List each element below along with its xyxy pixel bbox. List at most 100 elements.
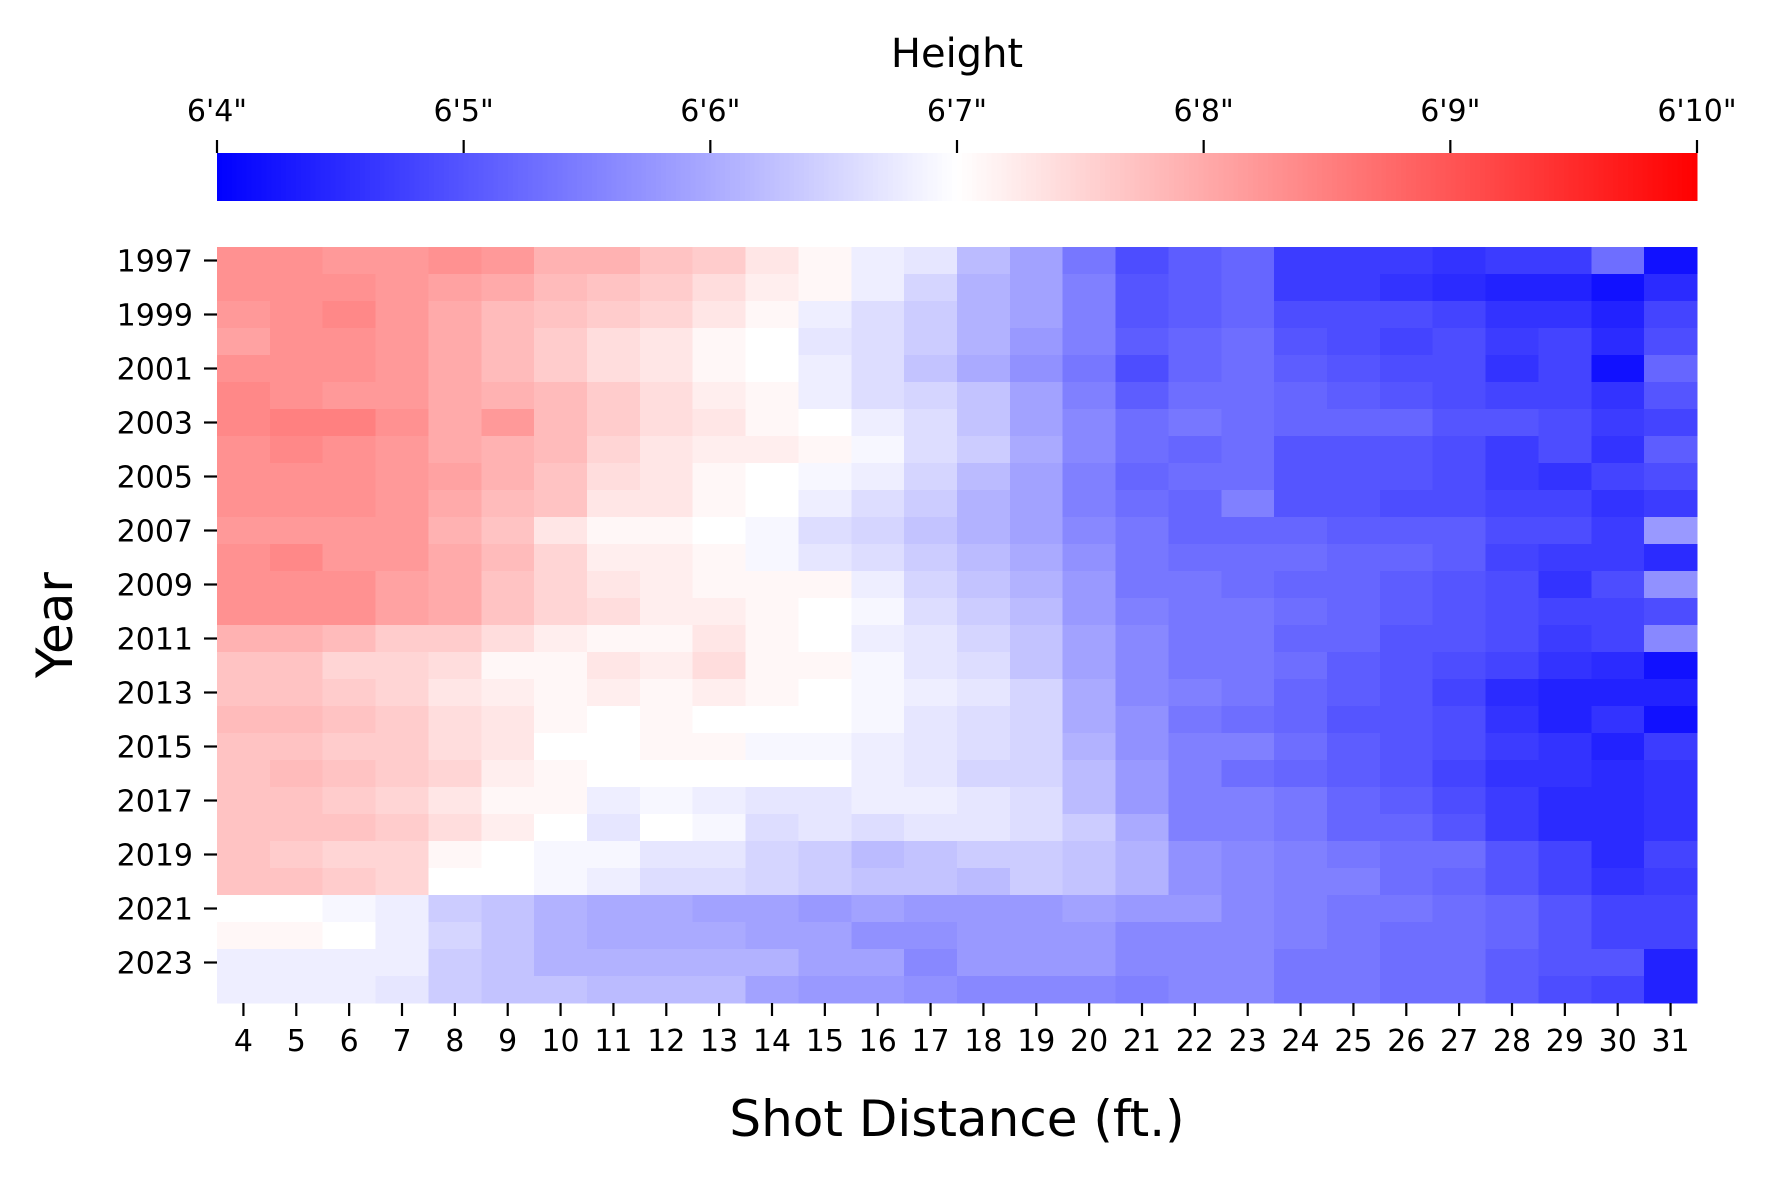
colorbar-segment	[1667, 153, 1673, 201]
colorbar-segment	[646, 153, 652, 201]
heatmap-cell	[1538, 760, 1591, 788]
colorbar-segment	[799, 153, 805, 201]
heatmap-cell	[217, 787, 270, 815]
colorbar-segment	[1066, 153, 1072, 201]
colorbar-segment	[1588, 153, 1594, 201]
colorbar-segment	[1011, 153, 1017, 201]
heatmap-cell	[1063, 679, 1116, 707]
heatmap-cell	[693, 949, 746, 977]
colorbar-segment	[839, 153, 845, 201]
heatmap-cell	[904, 598, 957, 626]
x-tick-label: 8	[445, 1024, 464, 1059]
heatmap-cell	[1486, 490, 1539, 518]
heatmap-cell	[217, 436, 270, 464]
heatmap-cell	[1274, 301, 1327, 329]
heatmap-cell	[1433, 490, 1486, 518]
heatmap-cell	[693, 895, 746, 923]
heatmap-cell	[957, 895, 1010, 923]
heatmap-cell	[640, 976, 693, 1004]
heatmap-cell	[1221, 625, 1274, 653]
heatmap-cell	[957, 814, 1010, 842]
colorbar-segment	[404, 153, 410, 201]
heatmap-cell	[746, 247, 799, 275]
heatmap-cell	[587, 733, 640, 761]
colorbar-segment	[1317, 153, 1323, 201]
colorbar-segment	[863, 153, 869, 201]
colorbar-segment	[1653, 153, 1659, 201]
heatmap-cell	[1274, 571, 1327, 599]
colorbar-segment	[1174, 153, 1180, 201]
heatmap-cell	[1433, 814, 1486, 842]
heatmap-cell	[693, 976, 746, 1004]
heatmap-cell	[270, 841, 323, 869]
heatmap-cell	[1010, 436, 1063, 464]
x-tick-label: 10	[541, 1024, 579, 1059]
heatmap-cell	[587, 922, 640, 950]
heatmap-cell	[1010, 652, 1063, 680]
y-tick-label: 1999	[117, 299, 193, 334]
heatmap-cell	[1116, 652, 1169, 680]
heatmap-cell	[481, 976, 534, 1004]
heatmap-cell	[481, 490, 534, 518]
heatmap-cell	[1644, 868, 1697, 896]
colorbar-segment	[321, 153, 327, 201]
heatmap-cell	[851, 490, 904, 518]
heatmap-cell	[1433, 841, 1486, 869]
colorbar-segment	[1100, 153, 1106, 201]
heatmap-cell	[376, 895, 429, 923]
heatmap-cell	[746, 571, 799, 599]
heatmap-cell	[1327, 355, 1380, 383]
heatmap-cell	[534, 733, 587, 761]
colorbar-segment	[523, 153, 529, 201]
heatmap-cell	[1168, 382, 1221, 410]
heatmap-cell	[481, 949, 534, 977]
x-tick-label: 31	[1651, 1024, 1689, 1059]
heatmap-cell	[746, 922, 799, 950]
colorbar-segment	[804, 153, 810, 201]
heatmap-cell	[1010, 247, 1063, 275]
heatmap-cell	[746, 733, 799, 761]
heatmap-cell	[1116, 247, 1169, 275]
colorbar-segment	[1416, 153, 1422, 201]
heatmap-cell	[1168, 949, 1221, 977]
colorbar-segment	[1539, 153, 1545, 201]
heatmap-cell	[746, 760, 799, 788]
heatmap-cell	[798, 760, 851, 788]
colorbar-segment	[1579, 153, 1585, 201]
heatmap-cell	[481, 922, 534, 950]
x-tick-label: 28	[1493, 1024, 1531, 1059]
heatmap-cell	[1116, 274, 1169, 302]
heatmap-cell	[481, 706, 534, 734]
heatmap-cell	[1063, 787, 1116, 815]
heatmap-cell	[746, 274, 799, 302]
heatmap-cell	[798, 868, 851, 896]
colorbar-segment	[1554, 153, 1560, 201]
heatmap-cell	[270, 949, 323, 977]
colorbar-segment	[1347, 153, 1353, 201]
heatmap-cell	[746, 409, 799, 437]
heatmap-cell	[851, 355, 904, 383]
heatmap-cell	[1010, 625, 1063, 653]
colorbar-segment	[1391, 153, 1397, 201]
heatmap-cell	[851, 409, 904, 437]
heatmap-cell	[904, 706, 957, 734]
colorbar-segment	[730, 153, 736, 201]
heatmap-cell	[798, 328, 851, 356]
y-tick-label: 2007	[117, 515, 193, 550]
colorbar-segment	[330, 153, 336, 201]
colorbar-segment	[1144, 153, 1150, 201]
heatmap-cell	[1644, 652, 1697, 680]
colorbar-segment	[1396, 153, 1402, 201]
colorbar-segment	[1342, 153, 1348, 201]
x-tick-label: 16	[859, 1024, 897, 1059]
heatmap-cell	[1538, 922, 1591, 950]
heatmap-cell	[376, 679, 429, 707]
colorbar-segment	[1204, 153, 1210, 201]
colorbar-segment	[814, 153, 820, 201]
heatmap-cell	[1010, 598, 1063, 626]
heatmap-cell	[640, 544, 693, 572]
colorbar-segment	[982, 153, 988, 201]
heatmap-cell	[1486, 571, 1539, 599]
heatmap-cell	[1221, 814, 1274, 842]
